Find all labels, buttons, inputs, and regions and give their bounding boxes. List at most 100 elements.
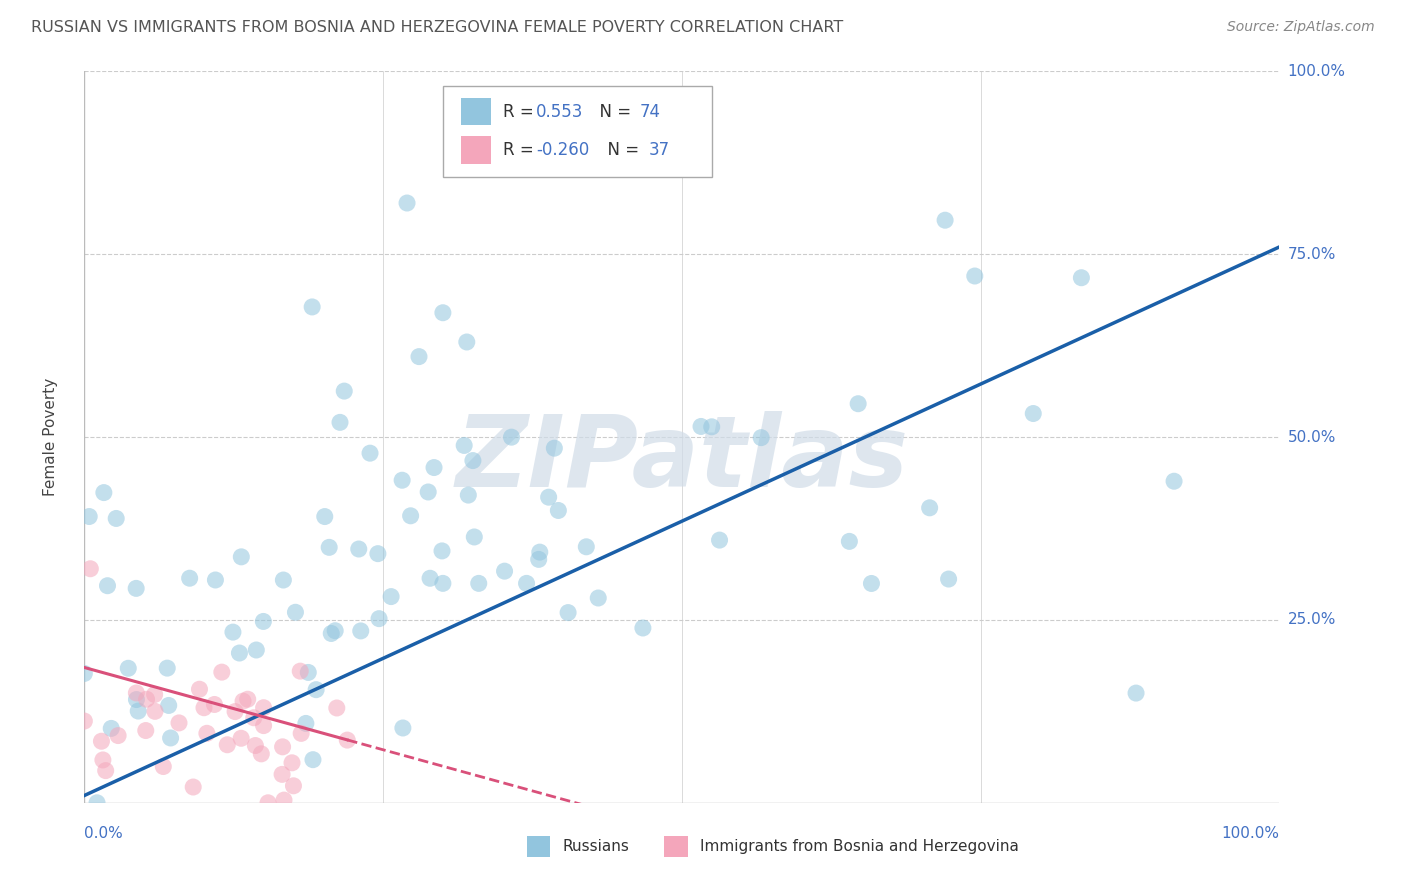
Point <box>631 621 654 635</box>
Text: 25.0%: 25.0% <box>1288 613 1336 627</box>
Point <box>457 488 479 502</box>
Point <box>253 700 276 714</box>
Point <box>392 721 415 735</box>
Point <box>432 306 454 320</box>
Text: RUSSIAN VS IMMIGRANTS FROM BOSNIA AND HERZEGOVINA FEMALE POVERTY CORRELATION CHA: RUSSIAN VS IMMIGRANTS FROM BOSNIA AND HE… <box>31 20 844 35</box>
Point <box>107 729 129 743</box>
Text: Russians: Russians <box>562 839 630 855</box>
Point <box>181 780 204 794</box>
Point <box>231 549 253 564</box>
Point <box>284 605 307 619</box>
Point <box>105 511 128 525</box>
Point <box>211 665 233 680</box>
Text: R =: R = <box>503 103 538 120</box>
Point <box>271 767 294 781</box>
Point <box>91 753 114 767</box>
Point <box>543 441 565 455</box>
Point <box>501 430 523 444</box>
Point <box>93 485 115 500</box>
Point <box>918 500 941 515</box>
Bar <box>461 136 491 163</box>
Point <box>125 582 148 596</box>
Text: 75.0%: 75.0% <box>1288 247 1336 261</box>
Point <box>77 509 100 524</box>
Point <box>302 753 325 767</box>
Point <box>73 714 96 728</box>
Point <box>399 508 422 523</box>
Text: 37: 37 <box>648 141 669 159</box>
Point <box>217 738 239 752</box>
Point <box>423 460 446 475</box>
Point <box>152 759 174 773</box>
Point <box>1070 270 1092 285</box>
Text: 100.0%: 100.0% <box>1222 826 1279 841</box>
Point <box>305 682 328 697</box>
Point <box>380 590 402 604</box>
Text: 74: 74 <box>640 103 661 120</box>
Point <box>290 726 312 740</box>
Point <box>90 734 112 748</box>
Point <box>94 764 117 778</box>
Text: 0.553: 0.553 <box>536 103 583 120</box>
Point <box>179 571 201 585</box>
Point <box>250 747 273 761</box>
Point <box>367 547 389 561</box>
Point <box>204 573 226 587</box>
Point <box>314 509 336 524</box>
Point <box>283 779 305 793</box>
Point <box>224 705 246 719</box>
Point <box>143 704 166 718</box>
Point <box>547 503 569 517</box>
Point <box>537 490 560 504</box>
Point <box>347 541 370 556</box>
Point <box>290 664 312 678</box>
Point <box>79 562 101 576</box>
Point <box>963 268 986 283</box>
Point <box>419 571 441 585</box>
Point <box>336 733 359 747</box>
Point <box>143 688 166 702</box>
Point <box>297 665 319 680</box>
Point <box>135 692 157 706</box>
Bar <box>461 98 491 126</box>
Bar <box>664 837 688 857</box>
Point <box>236 692 259 706</box>
Point <box>359 446 381 460</box>
Point <box>222 625 245 640</box>
Point <box>204 698 226 712</box>
Point <box>938 572 960 586</box>
Point <box>323 624 346 638</box>
Point <box>453 438 475 452</box>
Point <box>690 419 713 434</box>
Point <box>157 698 180 713</box>
Text: ZIPatlas: ZIPatlas <box>456 410 908 508</box>
Point <box>709 533 731 547</box>
Point <box>575 540 598 554</box>
Point <box>318 541 340 555</box>
Point <box>494 564 516 578</box>
Point <box>252 718 274 732</box>
Text: Immigrants from Bosnia and Herzegovina: Immigrants from Bosnia and Herzegovina <box>700 839 1019 855</box>
Point <box>117 661 139 675</box>
Point <box>193 700 215 714</box>
FancyBboxPatch shape <box>443 86 711 178</box>
Point <box>408 350 430 364</box>
Point <box>456 334 478 349</box>
Point <box>281 756 304 770</box>
Text: Source: ZipAtlas.com: Source: ZipAtlas.com <box>1227 20 1375 34</box>
Point <box>588 591 610 605</box>
Point <box>329 415 352 429</box>
Point <box>934 213 956 227</box>
Point <box>516 576 538 591</box>
Point <box>838 534 860 549</box>
Point <box>529 545 551 559</box>
Point <box>557 606 579 620</box>
Point <box>430 544 453 558</box>
Point <box>167 715 190 730</box>
Point <box>368 612 391 626</box>
Point <box>231 731 253 746</box>
Point <box>73 666 96 681</box>
Point <box>125 692 148 706</box>
Point <box>127 704 149 718</box>
Point <box>418 485 440 500</box>
